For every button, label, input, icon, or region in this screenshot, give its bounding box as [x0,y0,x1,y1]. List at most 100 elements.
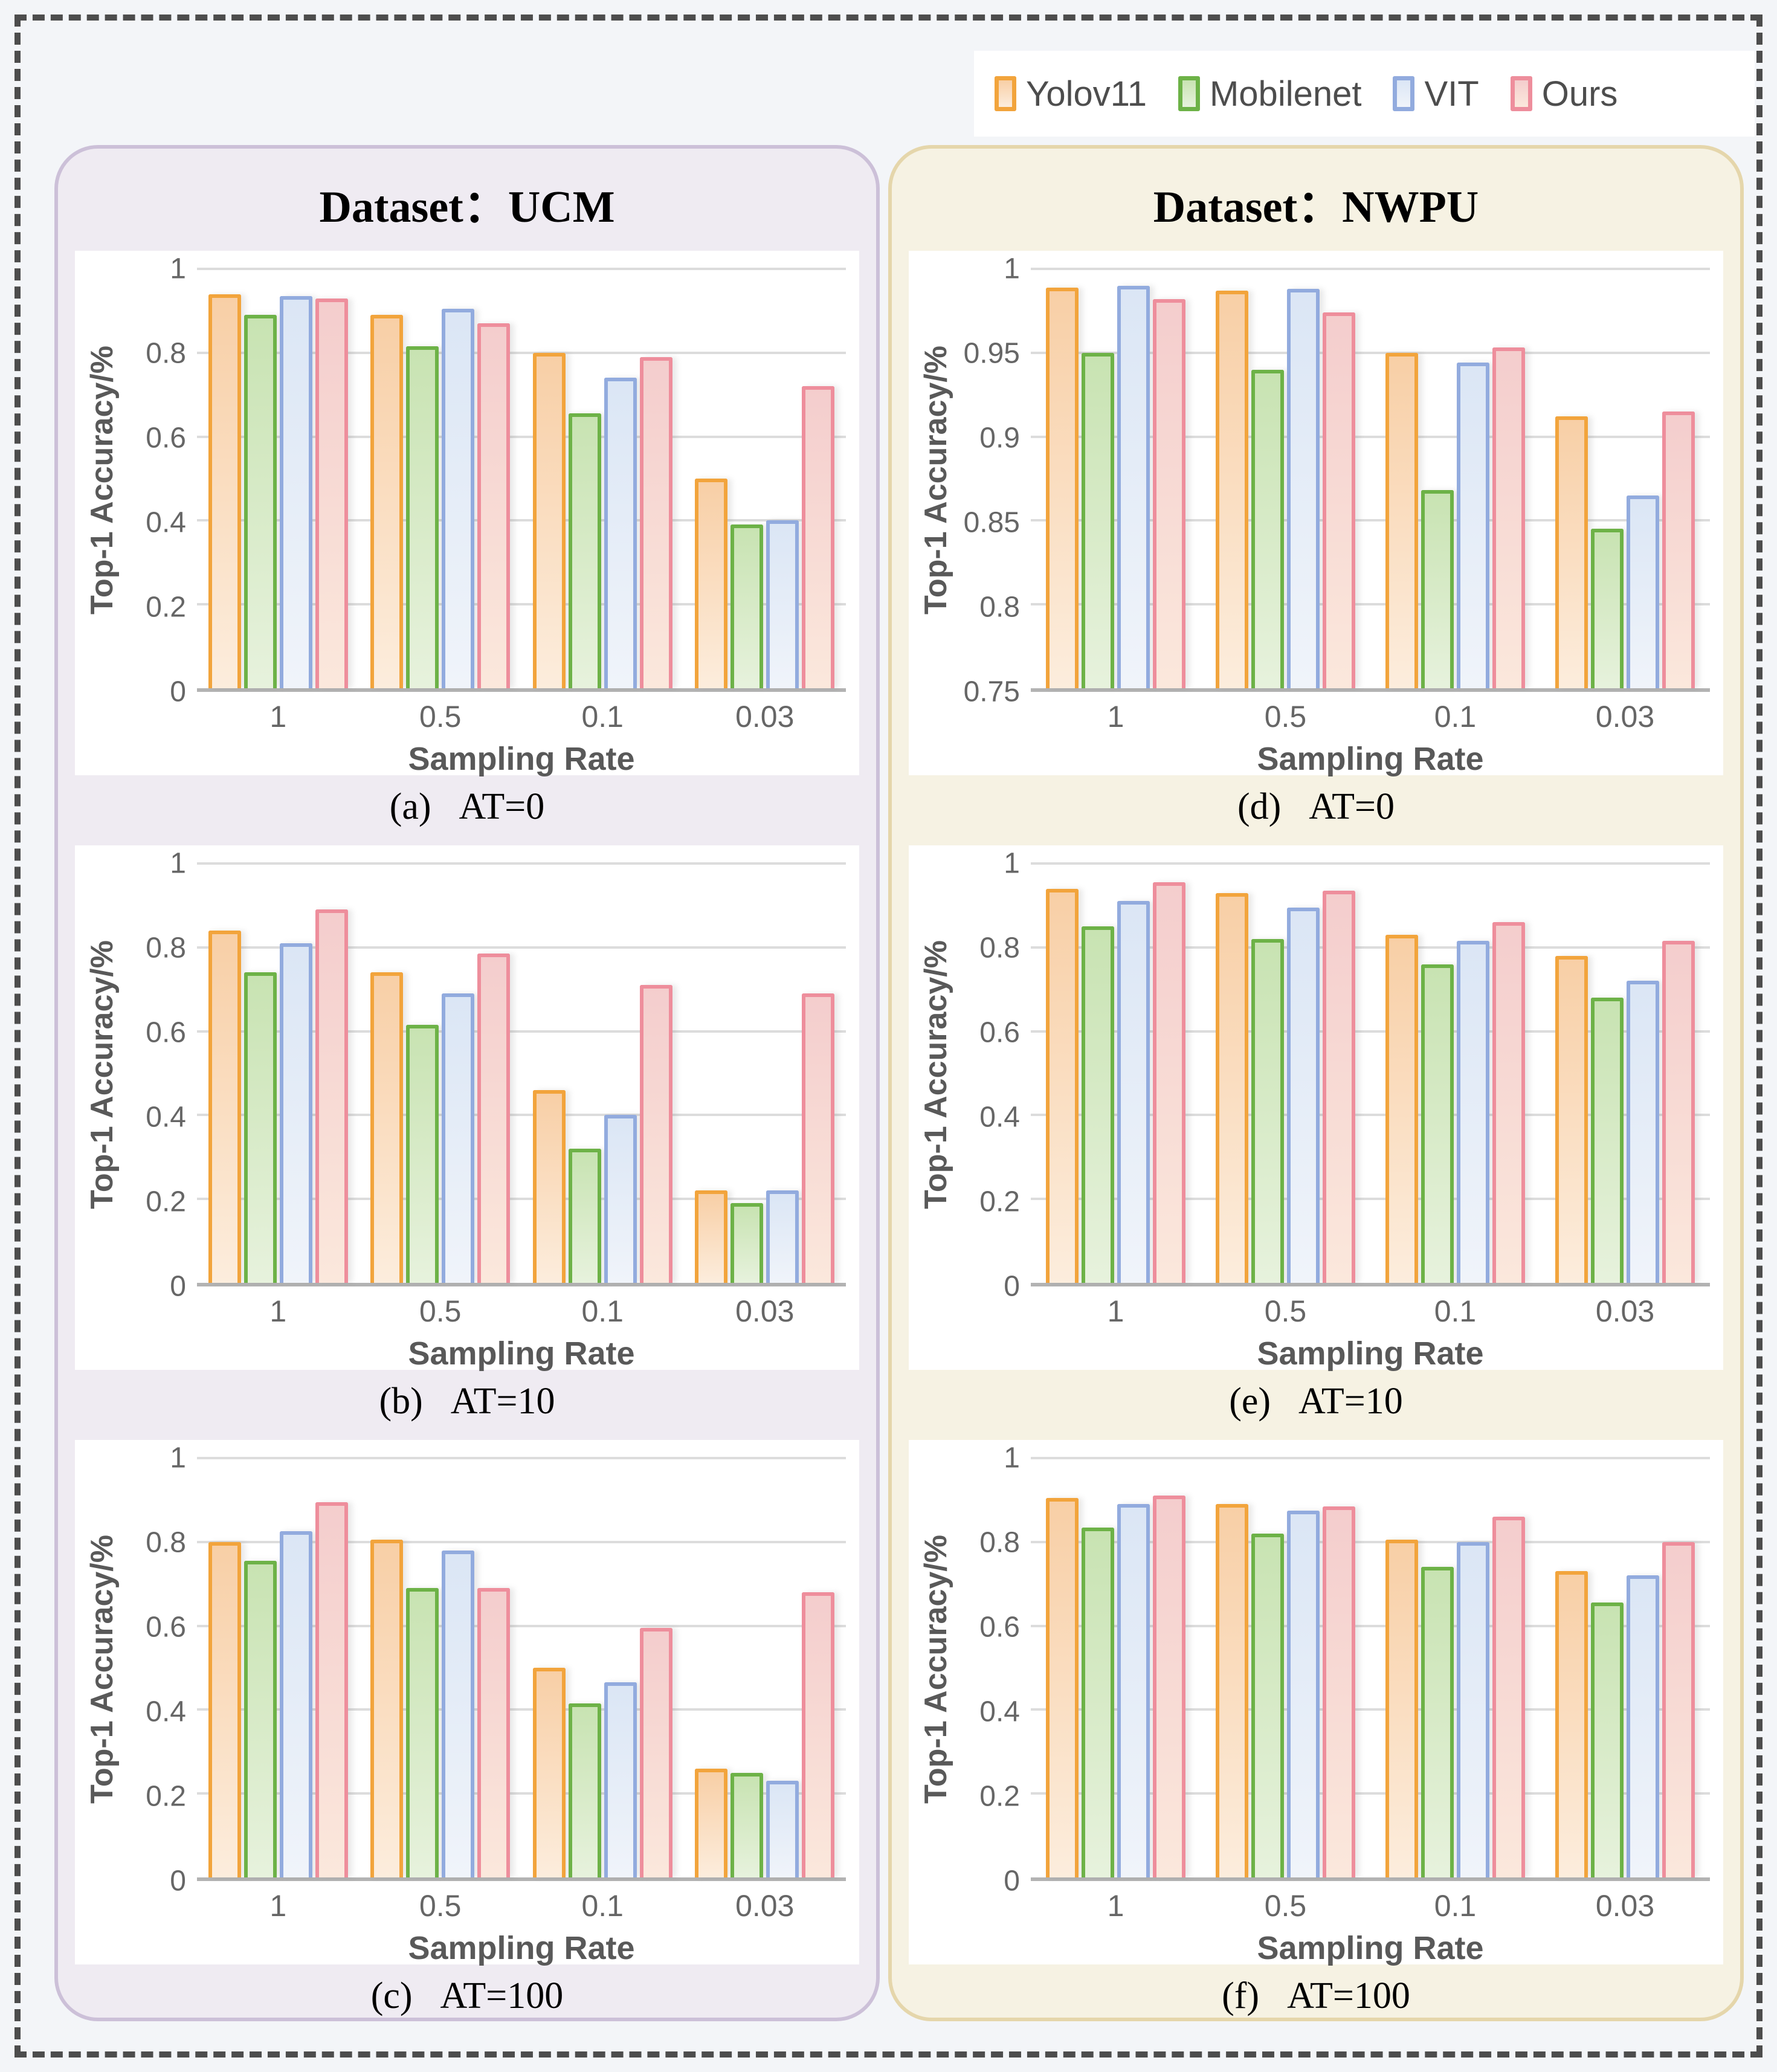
x-tick-label-0.03: 0.03 [1595,700,1655,734]
legend-item-vit: VIT [1393,74,1479,114]
bar-vit-1 [1117,285,1150,688]
bar-ours-0.1 [639,985,672,1283]
gridline [1031,603,1710,606]
y-tick-labels: 0.75 0.8 0.85 0.9 0.95 1 [955,253,1031,708]
bar-group-0.1 [521,863,684,1283]
caption-text: AT=100 [440,1975,564,2016]
bar-ours-0.1 [1492,1517,1525,1877]
plot-area [197,1457,846,1881]
y-tick-label: 0.95 [963,337,1020,370]
panel-ucm: Dataset：UCM Top-1 Accuracy/% 0 0.2 0.4 0.6 0.… [54,145,880,2021]
bar-ours-0.1 [1492,347,1525,688]
chart-card-(f): Top-1 Accuracy/% 0 0.2 0.4 0.6 0.8 1 1 0.5 0.1 0.0… [909,1440,1723,1966]
x-axis-label: Sampling Rate [408,1930,635,1966]
caption-index: (a) [389,786,431,827]
bar-yolov11-1 [208,1541,241,1877]
bar-ours-0.5 [477,1588,511,1877]
bar-mobilenet-0.5 [406,1588,439,1877]
y-axis-label: Top-1 Accuracy/% [917,1458,955,1881]
bar-mobilenet-0.1 [1421,1567,1454,1877]
bar-yolov11-0.5 [370,972,404,1283]
plot-area [197,862,847,1286]
charts-container-ucm: Top-1 Accuracy/% 0 0.2 0.4 0.6 0.8 1 1 0.5 0.1 0.0… [58,235,876,2027]
y-tick-label: 1 [1004,253,1020,285]
bar-vit-0.03 [766,520,799,688]
y-axis-label-text: Top-1 Accuracy/% [85,346,120,615]
bar-mobilenet-0.03 [730,1772,764,1877]
plot-area [1031,268,1710,692]
bar-yolov11-0.5 [1216,291,1248,688]
chart-body: Top-1 Accuracy/% 0 0.2 0.4 0.6 0.8 1 [83,253,846,708]
x-tick-labels: 1 0.5 0.1 0.03 [197,699,846,734]
y-tick-label: 0.2 [146,1780,186,1813]
legend-item-ours: Ours [1510,74,1617,114]
gridline [197,946,846,949]
bar-group-0.03 [684,863,847,1283]
y-axis-label-text: Top-1 Accuracy/% [85,940,120,1210]
bar-group-0.03 [684,1458,847,1877]
y-tick-label: 0 [170,676,186,708]
gridline [1031,1624,1710,1627]
bar-vit-0.03 [766,1781,799,1877]
y-tick-label: 0.4 [146,506,186,539]
gridline [1031,268,1710,270]
y-tick-label: 1 [1004,847,1020,880]
chart-caption-(b): (b) AT=10 [75,1370,859,1433]
bar-vit-0.1 [604,378,637,688]
y-tick-label: 0.9 [979,422,1020,454]
x-tick-labels: 1 0.5 0.1 0.03 [197,1888,846,1923]
gridline [1031,1030,1710,1033]
bar-groups [197,269,846,688]
y-tick-label: 1 [170,847,186,880]
chart-body: Top-1 Accuracy/% 0 0.2 0.4 0.6 0.8 1 [83,848,847,1303]
plot-area [1031,1457,1710,1881]
bar-mobilenet-0.1 [1421,964,1454,1283]
y-tick-label: 0.8 [979,932,1020,964]
bar-groups [197,1458,846,1877]
y-tick-label: 0.75 [963,676,1020,708]
y-tick-label: 0.8 [146,1526,186,1559]
y-axis-label: Top-1 Accuracy/% [917,269,955,692]
x-axis-label: Sampling Rate [1257,1930,1484,1966]
bar-group-1 [197,269,360,688]
x-tick-label-0.1: 0.1 [1434,700,1477,734]
gridline [1031,1792,1710,1795]
y-axis-label: Top-1 Accuracy/% [83,269,121,692]
caption-index: (f) [1222,1975,1260,2016]
bar-mobilenet-0.1 [568,413,601,688]
x-tick-label-1: 1 [1107,700,1124,734]
bar-vit-0.1 [1457,363,1489,688]
bar-mobilenet-0.5 [1251,369,1284,688]
y-tick-labels: 0 0.2 0.4 0.6 0.8 1 [121,1442,197,1897]
bar-yolov11-0.03 [1555,955,1588,1283]
bar-vit-0.5 [442,308,475,688]
gridline [1031,1540,1710,1543]
bar-mobilenet-0.5 [1251,938,1284,1283]
x-tick-label-0.03: 0.03 [735,1294,795,1328]
bar-group-0.1 [521,1458,684,1877]
chart-body: Top-1 Accuracy/% 0 0.2 0.4 0.6 0.8 1 [917,1442,1710,1897]
bar-groups [1031,269,1710,688]
x-tick-labels: 1 0.5 0.1 0.03 [1031,699,1710,734]
x-tick-label-1: 1 [1107,1889,1124,1923]
bar-vit-1 [1117,901,1150,1283]
bar-ours-0.5 [1323,891,1355,1283]
bar-yolov11-0.5 [1216,1504,1248,1877]
bar-yolov11-0.03 [695,1768,728,1877]
y-axis-label-text: Top-1 Accuracy/% [918,1535,953,1804]
gridline [197,1030,846,1033]
legend-swatch-icon-vit [1393,76,1415,111]
bar-yolov11-0.5 [370,315,404,688]
bar-yolov11-1 [1046,1497,1079,1877]
bar-ours-0.5 [1323,312,1355,688]
bar-mobilenet-0.5 [1251,1533,1284,1877]
bar-groups [1031,863,1710,1283]
x-tick-labels: 1 0.5 0.1 0.03 [197,1294,846,1329]
bar-vit-1 [1117,1504,1150,1877]
gridline [1031,1114,1710,1117]
y-tick-label: 0.2 [146,1186,186,1218]
x-tick-label-1: 1 [1107,1294,1124,1328]
bar-ours-1 [315,298,348,688]
x-tick-label-0.1: 0.1 [1434,1294,1477,1328]
chart-card-(a): Top-1 Accuracy/% 0 0.2 0.4 0.6 0.8 1 1 0.5 0.1 0.0… [75,251,859,777]
